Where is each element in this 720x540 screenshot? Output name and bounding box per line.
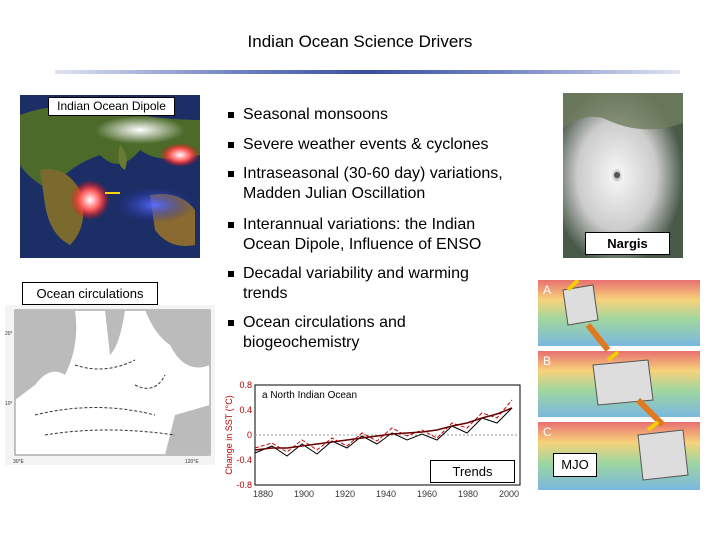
bullet-symbol [228, 271, 234, 277]
mjo-panels: A B C [538, 280, 700, 490]
bullet: Ocean circulations and biogeochemistry [228, 313, 406, 353]
mjo-label: MJO [553, 453, 597, 477]
bullet-text: Ocean circulations and biogeochemistry [243, 313, 406, 353]
bullet: Interannual variations: the Indian Ocean … [228, 215, 481, 255]
bullet-line: biogeochemistry [243, 334, 360, 351]
y-tick-label: -0.8 [236, 480, 252, 490]
title-rule [55, 70, 680, 74]
bullet: Seasonal monsoons [228, 105, 388, 125]
y-tick-label: -0.4 [236, 455, 252, 465]
circulation-map: 20° 10° 30°E 120°E [5, 305, 215, 465]
bullet-symbol [228, 112, 234, 118]
panel-letter: A [543, 283, 551, 297]
x-tick-label: 1980 [458, 489, 478, 499]
x-tick-label: 1920 [335, 489, 355, 499]
nargis-label: Nargis [585, 232, 670, 255]
nargis-image [563, 93, 683, 258]
circulation-label: Ocean circulations [22, 282, 158, 305]
dipole-label: Indian Ocean Dipole [48, 97, 175, 116]
bullet-symbol [228, 171, 234, 177]
panel-letter: C [543, 425, 552, 439]
x-tick-label: 1940 [376, 489, 396, 499]
y-tick-label: 0.4 [239, 405, 252, 415]
bullet-line: Ocean Dipole, Influence of ENSO [243, 236, 482, 253]
trends-label: Trends [430, 460, 515, 483]
bullet-line: Ocean circulations and [243, 314, 406, 331]
sst-ylabel: Change in SST (°C) [224, 395, 234, 474]
bullet-text: Decadal variability and warming trends [243, 264, 469, 304]
y-tick-label: 0.8 [239, 380, 252, 390]
svg-text:30°E: 30°E [13, 459, 25, 465]
svg-text:120°E: 120°E [185, 459, 199, 465]
svg-text:20°: 20° [5, 331, 13, 337]
x-tick-label: 2000 [499, 489, 519, 499]
bullet-line: Decadal variability and warming [243, 265, 469, 282]
y-tick-label: 0 [247, 430, 252, 440]
bullet-symbol [228, 320, 234, 326]
sst-title: a North Indian Ocean [262, 390, 357, 401]
panel-letter: B [543, 354, 551, 368]
bullet: Intraseasonal (30-60 day) variations, Mad… [228, 164, 503, 204]
bullet-line: Severe weather events & cyclones [243, 136, 489, 153]
bullet-text: Seasonal monsoons [243, 105, 388, 125]
bullet-symbol [228, 222, 234, 228]
bullet-text: Interannual variations: the Indian Ocean … [243, 215, 481, 255]
bullet-line: Madden Julian Oscillation [243, 185, 426, 202]
bullet-symbol [228, 142, 234, 148]
bullet-text: Intraseasonal (30-60 day) variations, Mad… [243, 164, 503, 204]
svg-text:10°: 10° [5, 401, 13, 407]
slide-title: Indian Ocean Science Drivers [247, 32, 473, 51]
dipole-map [20, 95, 200, 258]
bullet-line: trends [243, 285, 288, 302]
bullet: Decadal variability and warming trends [228, 264, 469, 304]
bullet: Severe weather events & cyclones [228, 135, 488, 155]
x-tick-label: 1900 [294, 489, 314, 499]
bullet-text: Severe weather events & cyclones [243, 135, 488, 155]
bullet-line: Seasonal monsoons [243, 106, 388, 123]
x-tick-label: 1960 [417, 489, 437, 499]
bullet-line: Intraseasonal (30-60 day) variations, [243, 165, 503, 182]
bullet-line: Interannual variations: the Indian [243, 216, 476, 233]
x-tick-label: 1880 [253, 489, 273, 499]
